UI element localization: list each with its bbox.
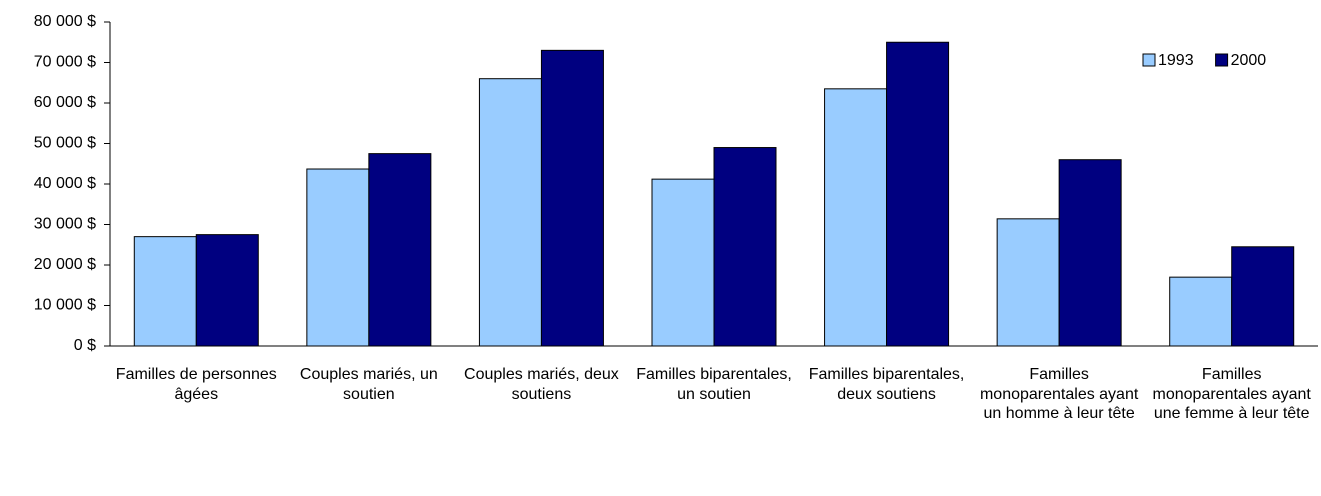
x-tick-label: Familles biparentales, deux soutiens [808,366,965,403]
x-tick-label: Couples mariés, deux soutiens [464,366,619,403]
y-tick-label: 40 000 $ [34,175,96,192]
legend-swatch [1142,53,1156,67]
y-tick-label: 10 000 $ [34,297,96,314]
bar [133,236,197,347]
bar [1169,276,1233,347]
bar [1231,246,1295,347]
x-tick-label: Couples mariés, un soutien [299,366,438,403]
bar [368,153,432,347]
y-tick-label: 70 000 $ [34,54,96,71]
x-tick-label: Familles de personnes âgées [115,366,277,403]
x-tick-label: Familles monoparentales ayant une femme … [1152,366,1311,422]
bar [478,78,542,347]
bar [306,168,370,347]
bar [713,147,777,347]
bar [540,49,604,347]
y-tick-label: 30 000 $ [34,216,96,233]
legend-label: 1993 [1158,52,1194,69]
y-tick-label: 0 $ [74,337,96,354]
y-tick-label: 20 000 $ [34,256,96,273]
bar [996,218,1060,347]
y-tick-label: 50 000 $ [34,135,96,152]
bar [1058,159,1122,347]
x-tick-label: Familles monoparentales ayant un homme à… [979,366,1139,422]
legend-label: 2000 [1231,52,1267,69]
bar [195,234,259,347]
bar [824,88,888,347]
legend-swatch [1215,53,1229,67]
y-tick-label: 60 000 $ [34,94,96,111]
y-tick-label: 80 000 $ [34,13,96,30]
bar [651,178,715,347]
bar [886,41,950,347]
x-tick-label: Familles biparentales, un soutien [636,366,792,403]
